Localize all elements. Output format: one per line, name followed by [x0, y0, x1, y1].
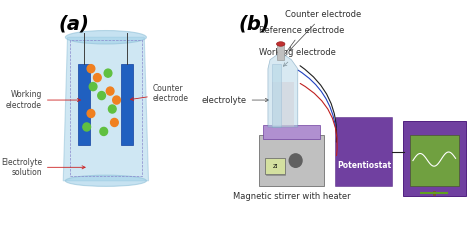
FancyBboxPatch shape [258, 135, 324, 186]
Circle shape [98, 91, 105, 100]
FancyBboxPatch shape [335, 117, 392, 186]
FancyBboxPatch shape [263, 125, 319, 139]
Circle shape [83, 123, 91, 131]
Text: Working electrode: Working electrode [259, 48, 336, 66]
Text: Electrolyte
solution: Electrolyte solution [1, 158, 85, 177]
Ellipse shape [276, 42, 285, 46]
Polygon shape [272, 82, 293, 127]
Circle shape [110, 118, 118, 126]
Polygon shape [268, 53, 298, 127]
Circle shape [87, 65, 95, 73]
FancyBboxPatch shape [121, 64, 133, 145]
Circle shape [104, 69, 112, 77]
FancyBboxPatch shape [403, 121, 466, 196]
Circle shape [93, 74, 101, 82]
Polygon shape [272, 64, 281, 127]
Polygon shape [63, 37, 148, 181]
Circle shape [113, 96, 120, 104]
Text: Magnetic stirrer with heater: Magnetic stirrer with heater [233, 192, 350, 201]
Circle shape [106, 87, 114, 95]
Text: Working
electrode: Working electrode [6, 90, 81, 110]
Polygon shape [277, 44, 284, 60]
Circle shape [100, 127, 108, 136]
Text: Potentiostat: Potentiostat [337, 160, 391, 170]
Ellipse shape [65, 175, 146, 186]
Text: (a): (a) [59, 15, 90, 34]
Circle shape [87, 109, 95, 118]
Text: Reference electrode: Reference electrode [259, 26, 345, 57]
Text: (b): (b) [238, 15, 270, 34]
Text: ZI: ZI [273, 164, 278, 169]
Circle shape [289, 154, 302, 167]
Text: Counter electrode: Counter electrode [285, 10, 362, 50]
FancyBboxPatch shape [78, 64, 90, 145]
FancyBboxPatch shape [410, 135, 458, 186]
FancyBboxPatch shape [265, 158, 285, 175]
Circle shape [109, 105, 116, 113]
Ellipse shape [65, 31, 146, 44]
Text: Counter
electrode: Counter electrode [130, 84, 189, 103]
Text: electrolyte: electrolyte [201, 96, 269, 105]
Circle shape [89, 83, 97, 91]
